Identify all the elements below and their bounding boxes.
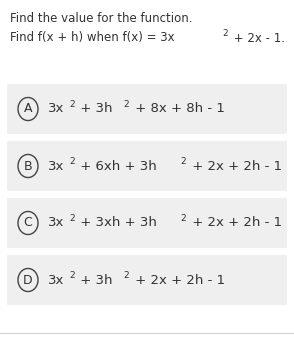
Text: Find f(x + h) when f(x) = 3x: Find f(x + h) when f(x) = 3x bbox=[10, 32, 175, 44]
Text: 3x: 3x bbox=[48, 274, 64, 286]
Text: + 2x - 1.: + 2x - 1. bbox=[230, 32, 285, 44]
Text: 2: 2 bbox=[69, 157, 75, 166]
Text: A: A bbox=[24, 102, 32, 116]
Text: 3x: 3x bbox=[48, 102, 64, 116]
Text: 2: 2 bbox=[69, 100, 75, 109]
FancyBboxPatch shape bbox=[7, 198, 287, 248]
Text: + 6xh + 3h: + 6xh + 3h bbox=[76, 160, 157, 173]
Text: 3x: 3x bbox=[48, 217, 64, 230]
Text: 2: 2 bbox=[69, 214, 75, 223]
FancyBboxPatch shape bbox=[7, 141, 287, 191]
Text: 2: 2 bbox=[181, 214, 186, 223]
FancyBboxPatch shape bbox=[7, 84, 287, 134]
Text: + 2x + 2h - 1: + 2x + 2h - 1 bbox=[188, 160, 282, 173]
Text: + 3xh + 3h: + 3xh + 3h bbox=[76, 217, 157, 230]
Text: + 3h: + 3h bbox=[76, 274, 113, 286]
Text: + 3h: + 3h bbox=[76, 102, 113, 116]
Text: 2: 2 bbox=[223, 28, 228, 38]
FancyBboxPatch shape bbox=[7, 255, 287, 305]
Text: Find the value for the function.: Find the value for the function. bbox=[10, 12, 193, 25]
Text: 2: 2 bbox=[123, 100, 129, 109]
Text: 3x: 3x bbox=[48, 160, 64, 173]
Text: D: D bbox=[23, 274, 33, 286]
Text: C: C bbox=[24, 217, 32, 230]
Text: 2: 2 bbox=[181, 157, 186, 166]
Text: + 8x + 8h - 1: + 8x + 8h - 1 bbox=[131, 102, 225, 116]
Text: 2: 2 bbox=[69, 271, 75, 280]
Text: + 2x + 2h - 1: + 2x + 2h - 1 bbox=[188, 217, 282, 230]
Text: B: B bbox=[24, 160, 32, 173]
Text: 2: 2 bbox=[123, 271, 129, 280]
Text: + 2x + 2h - 1: + 2x + 2h - 1 bbox=[131, 274, 225, 286]
